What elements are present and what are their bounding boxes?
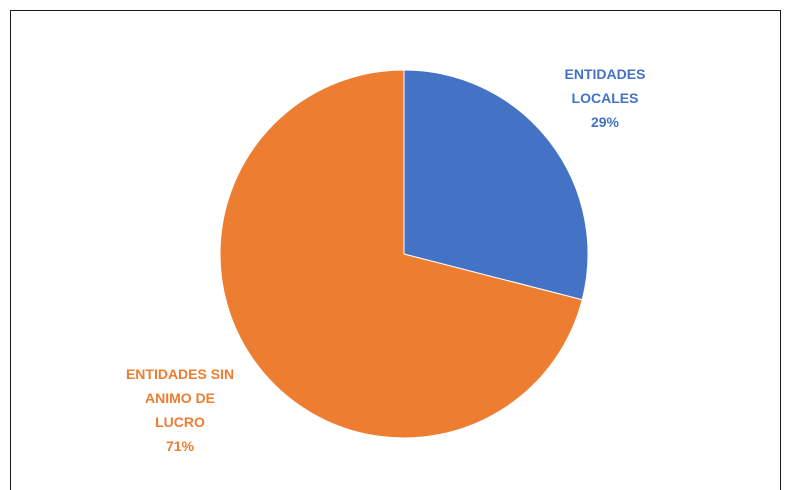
- slice-label-line: LUCRO: [155, 414, 205, 430]
- pie-slice-entidades-locales: [403, 69, 589, 301]
- slice-label-line: LOCALES: [571, 90, 639, 106]
- slice-label-line: ENTIDADES SIN: [125, 366, 235, 382]
- slice-label-entidades-sin-animo-de-lucro: ENTIDADES SIN ANIMO DE LUCRO 71%: [85, 362, 275, 458]
- slice-label-entidades-locales: ENTIDADES LOCALES 29%: [540, 62, 670, 134]
- slice-percent-label: 71%: [165, 438, 195, 454]
- slice-label-line: ENTIDADES: [564, 66, 646, 82]
- pie-slice-entidades-sin-animo-de-lucro: [219, 69, 583, 439]
- slice-percent-label: 29%: [590, 114, 620, 130]
- slice-label-line: ANIMO DE: [145, 390, 215, 406]
- pie-slices: [219, 69, 589, 439]
